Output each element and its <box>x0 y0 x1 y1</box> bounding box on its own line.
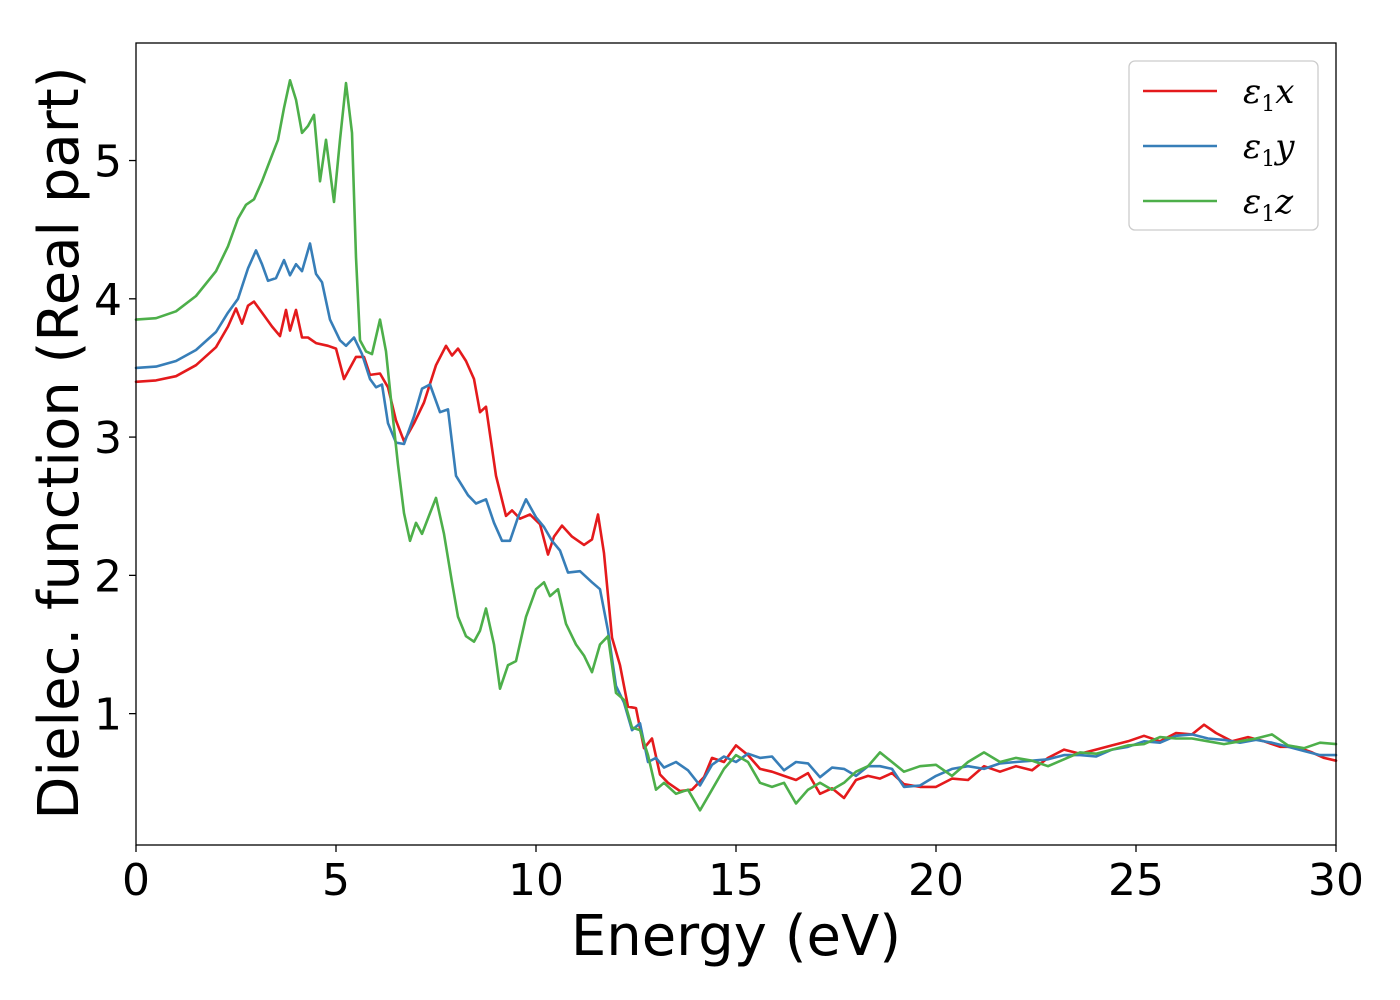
x-tick-label: 5 <box>322 855 350 906</box>
legend-label: ε1x <box>1243 72 1294 117</box>
x-tick-label: 10 <box>508 855 564 906</box>
legend-label-suffix: y <box>1273 127 1295 167</box>
y-tick-label: 3 <box>94 413 122 464</box>
x-axis-title: Energy (eV) <box>571 904 901 969</box>
legend-label-subscript: 1 <box>1261 147 1275 172</box>
y-tick-label: 2 <box>94 551 122 602</box>
legend-entry-x: ε1x <box>1143 72 1294 117</box>
legend-label: ε1z <box>1243 182 1294 227</box>
legend-label-suffix: z <box>1274 182 1294 222</box>
legend-label-main: ε <box>1243 72 1261 112</box>
y-axis-ticks: 1 2 3 4 5 <box>94 137 136 741</box>
x-axis-ticks: 0 5 10 15 20 25 30 <box>122 845 1364 906</box>
y-tick-label: 5 <box>94 137 122 188</box>
x-tick-label: 25 <box>1108 855 1164 906</box>
legend-entry-y: ε1y <box>1143 127 1295 172</box>
legend-label-subscript: 1 <box>1261 92 1275 117</box>
legend-entry-z: ε1z <box>1143 182 1294 227</box>
series-line-z <box>134 79 1338 812</box>
x-tick-label: 0 <box>122 855 150 906</box>
x-tick-label: 20 <box>908 855 964 906</box>
y-axis-title: Dielec. function (Real part) <box>27 66 92 819</box>
series-line-x <box>134 300 1338 800</box>
legend-label-main: ε <box>1243 127 1261 167</box>
x-tick-label: 15 <box>708 855 764 906</box>
x-tick-label: 30 <box>1308 855 1364 906</box>
y-tick-label: 1 <box>94 690 122 741</box>
plot-area <box>134 79 1338 812</box>
legend-label-subscript: 1 <box>1261 202 1275 227</box>
legend-label-main: ε <box>1243 182 1261 222</box>
legend-box <box>1128 60 1319 231</box>
y-tick-label: 4 <box>94 275 122 326</box>
legend-label: ε1y <box>1243 127 1295 172</box>
legend-label-suffix: x <box>1275 72 1294 112</box>
plot-frame <box>135 42 1337 846</box>
